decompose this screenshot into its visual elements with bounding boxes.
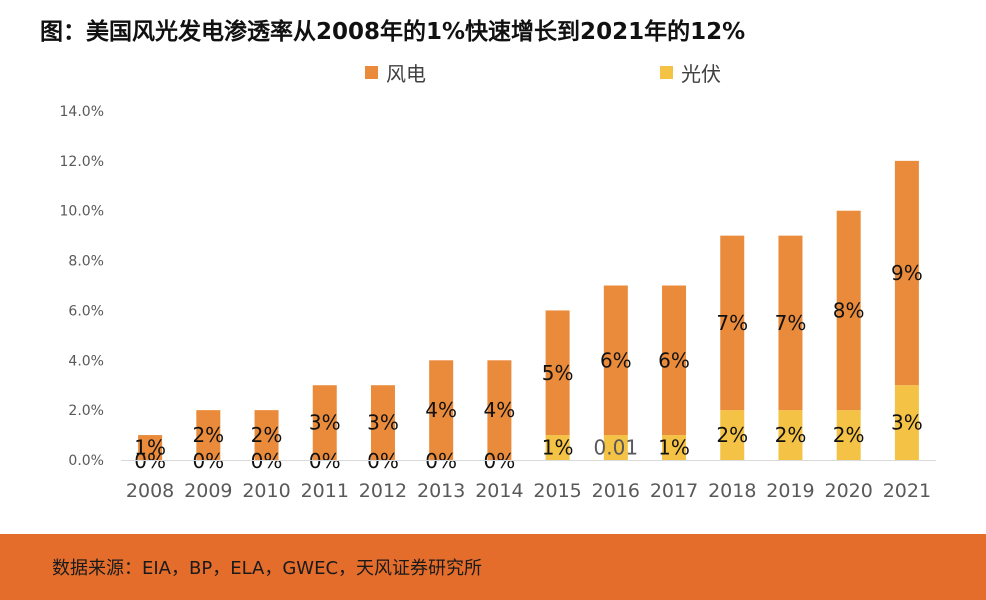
data-label-solar: 1% [542,436,574,460]
x-tick-label: 2014 [475,480,523,502]
data-label-solar: 2% [716,423,748,447]
x-tick-label: 2009 [184,480,232,502]
data-label-wind: 7% [775,311,807,335]
data-label-wind: 7% [716,311,748,335]
data-label-solar: 1% [658,436,690,460]
x-tick-label: 2011 [301,480,349,502]
x-tick-label: 2013 [417,480,465,502]
data-label-solar: 3% [891,411,923,435]
bar-wind [662,285,687,436]
data-label-solar: 0.01 [594,436,639,460]
data-label-wind: 9% [891,261,923,285]
bar-wind [370,385,395,460]
bar-wind [720,235,745,411]
x-tick-label: 2017 [650,480,698,502]
x-tick-label: 2019 [766,480,814,502]
x-tick-label: 2018 [708,480,756,502]
y-tick-label: 2.0% [68,403,104,419]
bar-solar [894,385,919,460]
bar-solar [778,410,803,460]
legend-label-wind: 风电 [386,62,426,86]
legend-item-solar: 光伏 [660,58,721,87]
bar-wind [778,235,803,411]
source-footer: 数据来源：EIA，BP，ELA，GWEC，天风证券研究所 [0,534,986,600]
y-tick-label: 0.0% [68,453,104,469]
x-tick-label: 2008 [126,480,174,502]
legend-swatch-solar [660,66,673,79]
data-label-solar: 2% [775,423,807,447]
data-label-wind: 2% [251,423,283,447]
bar-wind [836,210,861,411]
data-label-wind: 8% [833,298,865,322]
data-label-wind: 3% [309,411,341,435]
bar-wind [894,160,919,386]
bar-solar [545,435,570,460]
data-label-wind: 4% [484,398,516,422]
y-tick-label: 4.0% [68,353,104,369]
data-label-wind: 2% [192,423,224,447]
bar-wind [429,360,454,460]
bar-wind [545,310,570,436]
bar-solar [603,435,628,460]
y-tick-label: 14.0% [60,104,104,120]
x-tick-label: 2016 [592,480,640,502]
data-label-wind: 4% [425,398,457,422]
data-label-wind: 5% [542,361,574,385]
x-tick-label: 2021 [883,480,931,502]
legend-swatch-wind [365,66,378,79]
bar-wind [196,410,221,460]
x-tick-label: 2012 [359,480,407,502]
legend-label-solar: 光伏 [681,62,721,86]
chart-title: 图：美国风光发电渗透率从2008年的1%快速增长到2021年的12% [40,19,746,45]
bar-solar [720,410,745,460]
stacked-bar-chart: 0.0% 2.0% 4.0% 6.0% 8.0% 10.0% 12.0% 14.0% 2008 1… [60,104,936,502]
bar-wind [487,360,512,460]
data-label-solar: 2% [833,423,865,447]
data-label-wind: 6% [600,348,632,372]
bar-wind [603,285,628,436]
bar-wind [138,435,163,460]
bar-wind [312,385,337,460]
data-label-wind: 3% [367,411,399,435]
bar-wind [254,410,279,460]
y-tick-label: 10.0% [60,204,104,220]
legend: 风电 光伏 [0,58,986,86]
y-tick-label: 6.0% [68,303,104,319]
legend-item-wind: 风电 [365,58,426,87]
x-tick-label: 2010 [242,480,290,502]
bar-solar [662,435,687,460]
bar-solar [836,410,861,460]
source-text: 数据来源：EIA，BP，ELA，GWEC，天风证券研究所 [52,558,483,579]
x-tick-label: 2020 [824,480,872,502]
y-tick-label: 12.0% [60,154,104,170]
x-tick-label: 2015 [533,480,581,502]
data-label-wind: 6% [658,348,690,372]
data-label-wind: 1% [134,436,166,460]
y-tick-label: 8.0% [68,254,104,270]
